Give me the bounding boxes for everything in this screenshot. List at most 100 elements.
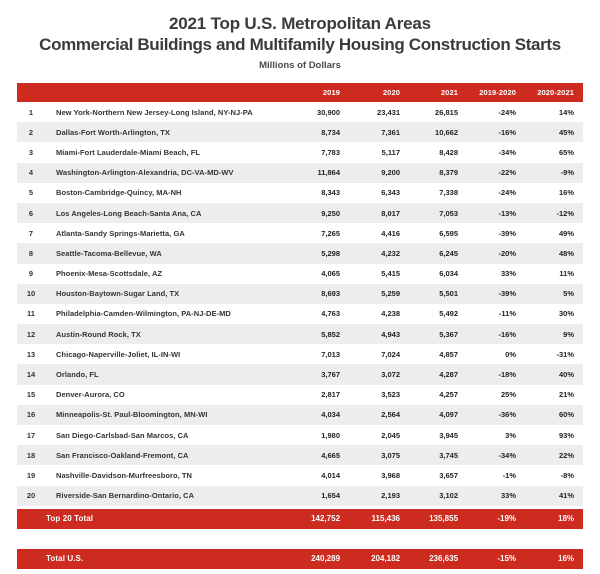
row-value-2021: 5,367 [439,329,458,339]
row-value-2021: 4,287 [439,370,458,380]
row-value-2021: 6,245 [439,248,458,258]
row-value-2020: 2,193 [381,491,400,501]
row-value-2020: 2,564 [381,410,400,420]
row-value-2020: 4,232 [381,248,400,258]
row-change-2020-2021: 21% [558,390,574,400]
row-rank: 9 [28,269,34,279]
row-metro-name: Chicago-Naperville-Joliet, IL-IN-WI [56,349,181,359]
row-change-2019-2020: -1% [502,470,516,480]
row-change-2019-2020: 33% [500,269,516,279]
row-value-2020: 3,072 [381,370,400,380]
row-change-2020-2021: 14% [558,107,574,117]
row-value-2019: 2,817 [321,390,340,400]
row-value-2020: 4,943 [381,329,400,339]
row-value-2020: 6,343 [381,188,400,198]
row-change-2020-2021: 11% [559,269,574,279]
table-row: 17 San Diego-Carlsbad-San Marcos, CA 1,980… [17,425,583,446]
row-rank: 18 [26,450,36,460]
row-value-2019: 9,250 [321,208,340,218]
row-value-2020: 5,117 [381,147,400,157]
row-rank: 19 [26,470,36,480]
row-value-2019: 4,034 [321,410,340,420]
row-rank: 8 [28,248,34,258]
row-value-2020: 7,024 [381,349,400,359]
row-change-2020-2021: 65% [558,147,574,157]
row-metro-name: Los Angeles-Long Beach-Santa Ana, CA [56,208,202,218]
table-row: 14 Orlando, FL 3,767 3,072 4,287 -18% 40% [17,364,583,385]
column-header-change-2019-2020: 2019-2020 [479,88,516,97]
column-header-metro [51,83,289,102]
row-value-2021: 8,428 [439,147,458,157]
table-row: 15 Denver-Aurora, CO 2,817 3,523 4,257 25% 21% [17,384,583,405]
page-title-line-2: Commercial Buildings and Multifamily Hou… [39,35,561,54]
row-metro-name: Nashville-Davidson-Murfreesboro, TN [56,470,192,480]
row-metro-name: Riverside-San Bernardino-Ontario, CA [56,491,195,501]
row-value-2021: 7,338 [439,188,458,198]
row-change-2020-2021: 45% [558,127,574,137]
row-change-2020-2021: 30% [558,309,574,319]
table-header: 2019 2020 2021 2019-2020 2020-2021 [17,83,583,102]
row-metro-name: Phoenix-Mesa-Scottsdale, AZ [56,269,163,279]
top20-total-row: Top 20 Total 142,752 115,436 135,855 -19… [17,508,584,529]
row-value-2019: 4,665 [321,450,340,460]
row-rank: 1 [28,107,34,117]
row-value-2021: 6,595 [439,228,458,238]
top20-total-2021: 135,855 [429,514,459,524]
table-row: 4 Washington-Arlington-Alexandria, DC-VA-… [17,162,583,183]
row-change-2019-2020: -16% [498,329,516,339]
row-rank: 13 [26,349,36,359]
row-change-2020-2021: 16% [558,188,574,198]
row-change-2019-2020: 3% [505,430,516,440]
row-rank: 3 [28,147,34,157]
row-change-2020-2021: 48% [558,248,574,258]
row-value-2019: 1,654 [321,491,340,501]
row-change-2020-2021: 9% [563,329,574,339]
row-metro-name: San Diego-Carlsbad-San Marcos, CA [56,430,189,440]
column-header-2020: 2020 [382,88,400,97]
row-value-2021: 10,662 [435,127,458,137]
row-rank: 4 [28,168,34,178]
row-rank: 10 [26,289,36,299]
column-header-2019: 2019 [322,88,340,97]
row-rank: 20 [26,491,36,501]
table-row: 10 Houston-Baytown-Sugar Land, TX 8,693 5,2… [17,283,583,304]
row-value-2021: 7,053 [439,208,458,218]
table-row: 18 San Francisco-Oakland-Fremont, CA 4,665… [17,445,583,466]
row-change-2019-2020: -34% [498,147,516,157]
row-value-2019: 8,343 [321,188,340,198]
total-us-row: Total U.S. 240,289 204,182 236,635 -15% … [17,548,584,569]
row-metro-name: Boston-Cambridge-Quincy, MA-NH [56,188,182,198]
row-value-2019: 11,864 [317,168,340,178]
total-us-change-2019-2020: -15% [497,554,517,564]
row-value-2020: 3,523 [381,390,400,400]
column-header-2021: 2021 [440,88,458,97]
table-row: 20 Riverside-San Bernardino-Ontario, CA 1,… [17,485,583,506]
row-rank: 15 [26,390,36,400]
row-metro-name: Dallas-Fort Worth-Arlington, TX [56,127,170,137]
row-value-2019: 30,900 [317,107,340,117]
total-us-label: Total U.S. [46,554,84,564]
table-row: 2 Dallas-Fort Worth-Arlington, TX 8,734 7,3… [17,122,583,143]
row-value-2021: 3,745 [439,450,458,460]
table-row: 8 Seattle-Tacoma-Bellevue, WA 5,298 4,232 6,… [17,243,583,264]
table-row: 3 Miami-Fort Lauderdale-Miami Beach, FL 7,… [17,142,583,163]
row-change-2019-2020: -16% [498,127,516,137]
row-rank: 5 [28,188,34,198]
totals-separator [0,528,600,549]
row-value-2021: 3,657 [439,470,458,480]
total-us-2019: 240,289 [311,554,341,564]
column-header-rank [17,83,51,102]
row-value-2020: 2,045 [381,430,400,440]
row-value-2020: 5,415 [381,269,400,279]
row-value-2019: 3,767 [321,370,340,380]
row-value-2021: 3,102 [439,491,458,501]
row-value-2019: 7,013 [321,349,340,359]
page-subtitle: Millions of Dollars [259,60,341,71]
row-value-2020: 8,017 [381,208,400,218]
row-value-2019: 1,980 [321,430,340,440]
row-change-2019-2020: -24% [498,188,516,198]
row-metro-name: Austin-Round Rock, TX [56,329,141,339]
row-change-2020-2021: -9% [560,168,574,178]
metro-table-container: 2019 2020 2021 2019-2020 2020-2021 1 New … [17,83,583,506]
row-change-2019-2020: 0% [505,349,516,359]
